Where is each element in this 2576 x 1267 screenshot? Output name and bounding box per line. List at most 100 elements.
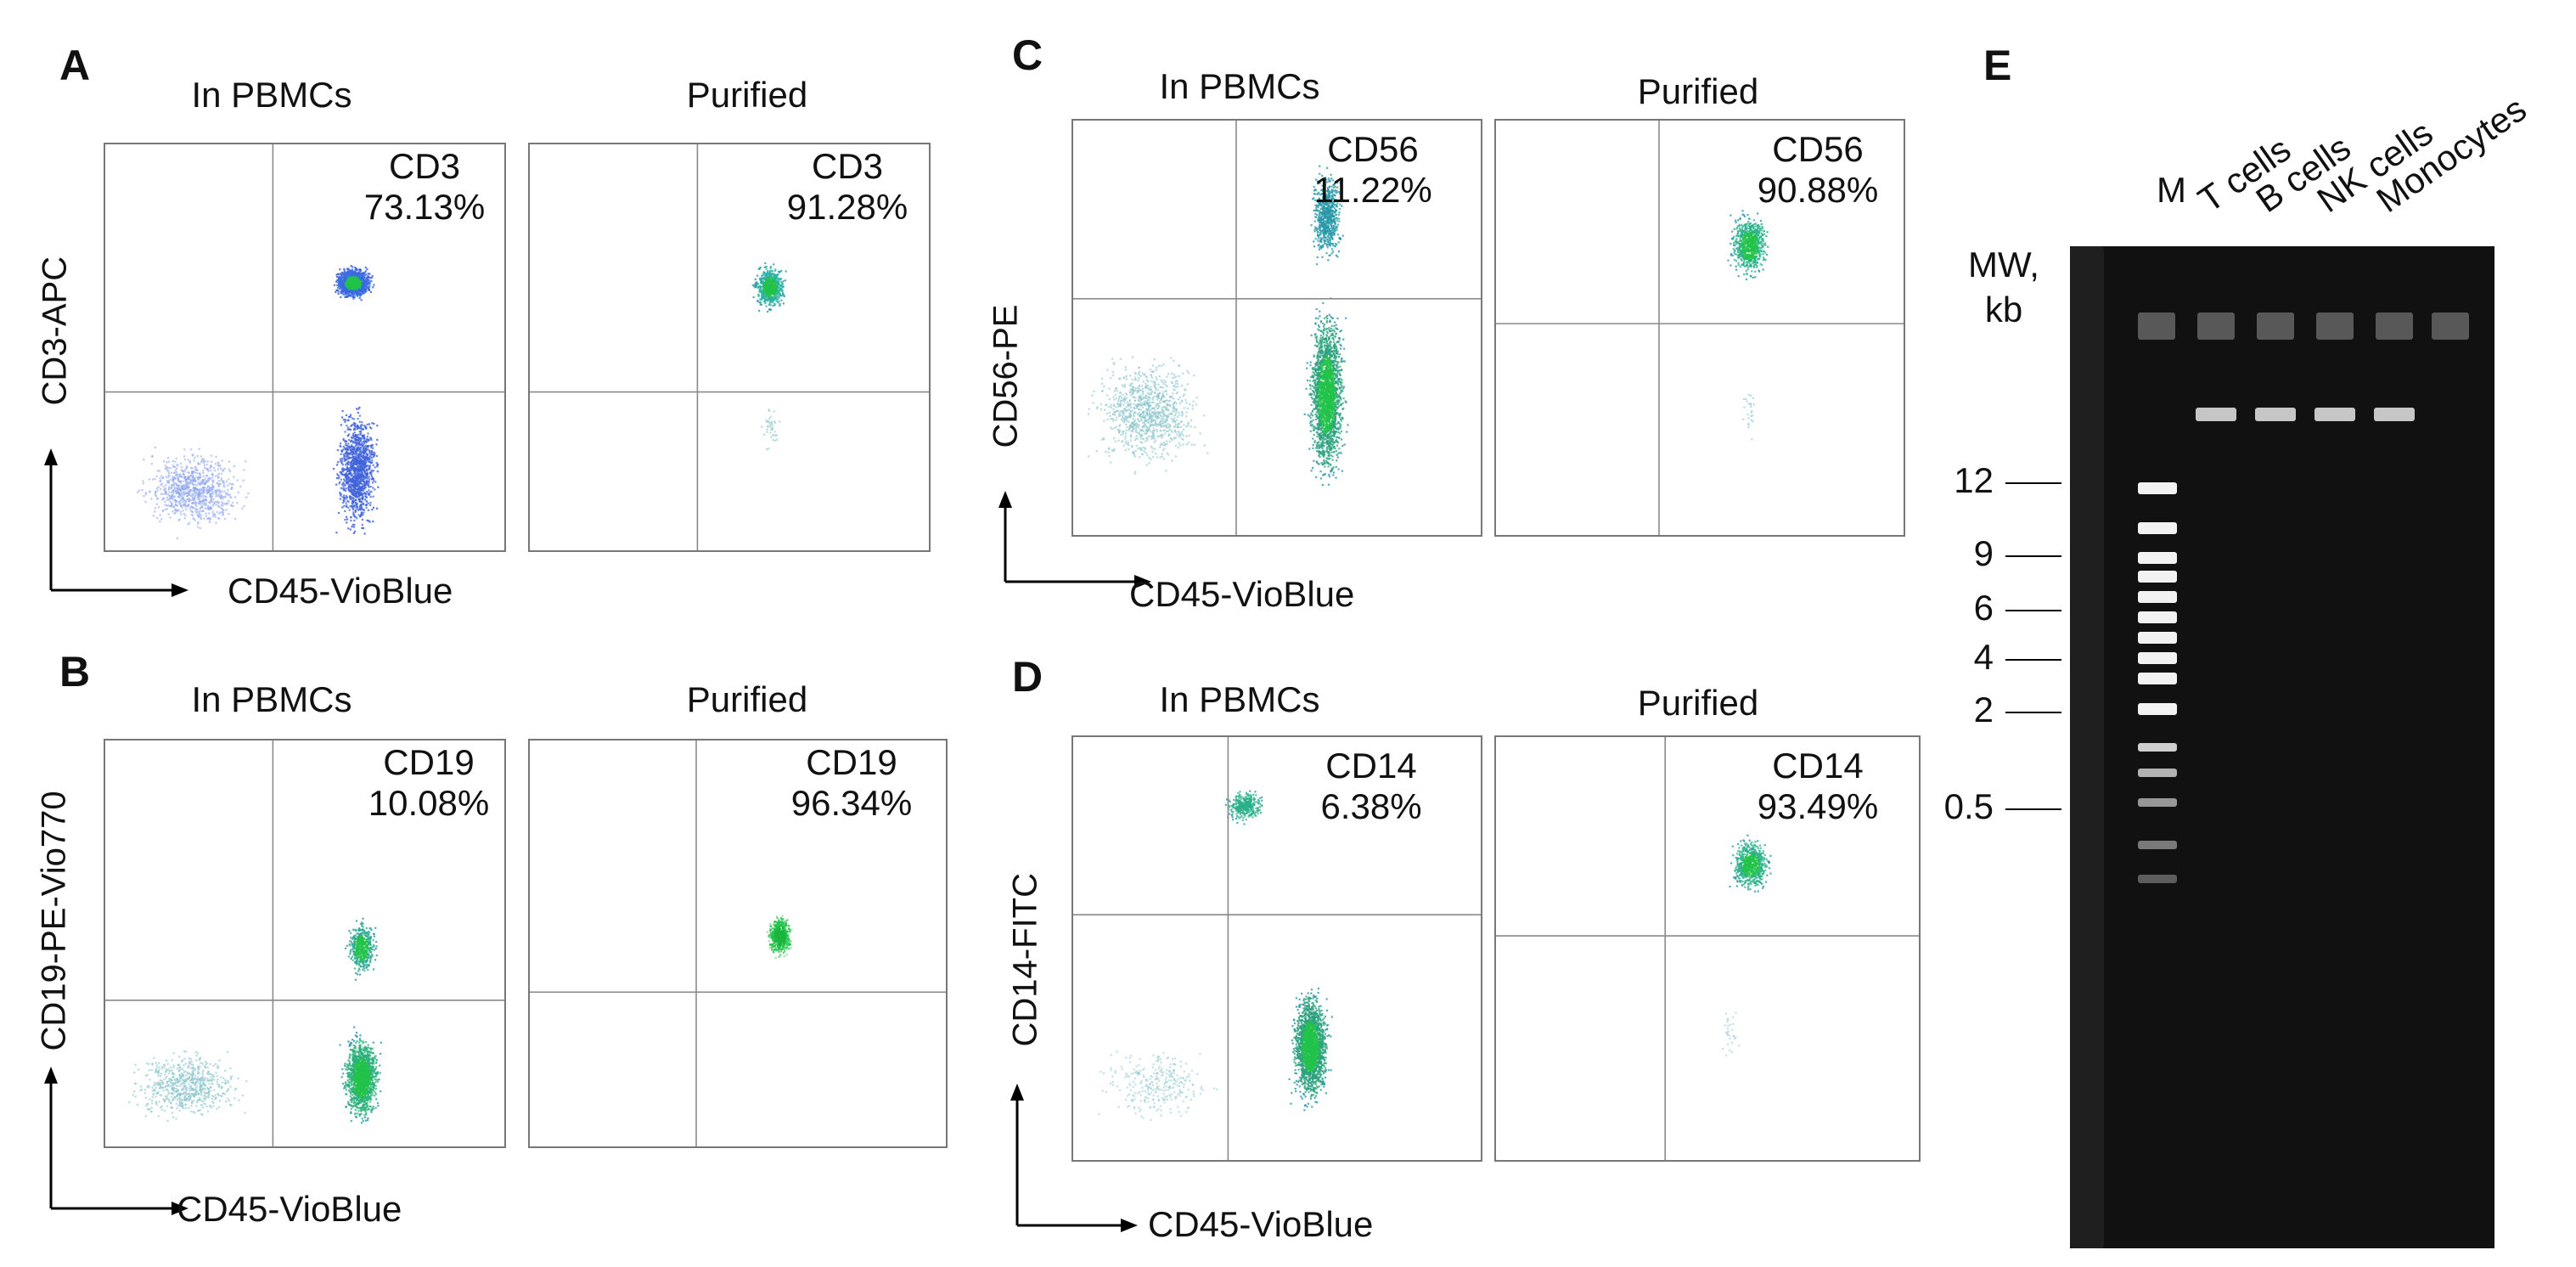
gate-percent: 91.28% [786,187,908,228]
panel-letter-d: D [1012,653,1043,701]
ladder-band [2138,743,2177,752]
gel-well [2432,313,2469,340]
dot-cloud [105,144,504,550]
gate-marker: CD3 [811,146,884,186]
panel-b-y-axis-label: CD19-PE-Vio770 [35,791,73,1051]
ladder-band [2138,798,2177,807]
gate-marker: CD19 [383,742,475,782]
gate-percent: 73.13% [363,187,486,228]
panel-a-purified-gate-label: CD3 91.28% [779,146,915,228]
ladder-band [2138,482,2177,494]
panel-d-left-title: In PBMCs [1159,679,1320,719]
panel-b-axis-arrows [44,1067,188,1215]
panel-b-pbmc-gate-label: CD19 10.08% [357,742,501,825]
panel-c-pbmc-dotplot [1071,119,1482,537]
panel-b-left-title: In PBMCs [191,679,352,719]
panel-a-y-axis-label: CD3-APC [36,256,74,406]
panel-d-purified-dotplot [1494,735,1921,1162]
ladder-band [2138,703,2177,715]
mw-mark-label: 2 [1973,690,1994,729]
gate-percent: 11.22% [1313,170,1432,211]
mw-header-line-1: MW, [1968,245,2039,284]
mw-mark-tick [2005,555,2061,557]
gate-marker: CD56 [1327,129,1419,169]
mw-header-line-2: kb [1984,289,2023,329]
panel-letter-b: B [59,648,91,695]
gate-percent: 96.34% [790,783,913,824]
gate-marker: CD19 [806,742,897,782]
panel-c-purified-dotplot [1494,119,1905,537]
mw-header: MW, kb [1961,243,2046,332]
ladder-band [2138,571,2177,583]
gate-marker: CD3 [388,146,461,186]
gel-well [2316,313,2354,340]
gate-marker: CD56 [1772,129,1864,169]
gel-bands [2070,246,2469,1248]
panel-c-x-axis-label: CD45-VioBlue [1129,574,1355,614]
panel-a-left-title: In PBMCs [191,75,352,115]
lane-label-m: M [2157,170,2186,210]
panel-c-axis-arrows [998,491,1151,588]
mw-mark-label: 6 [1973,588,1994,628]
dot-cloud [1073,121,1481,535]
mw-mark-label: 12 [1954,460,1994,500]
ladder-band [2138,522,2177,534]
panel-d-y-axis-label: CD14-FITC [1006,873,1044,1047]
ladder-band [2138,875,2177,883]
panel-c-right-title: Purified [1637,71,1759,111]
panel-d-purified-gate-label: CD14 93.49% [1746,746,1890,828]
genomic-dna-band [2255,408,2296,421]
mw-mark-tick [2005,482,2061,484]
panel-c-y-axis-label: CD56-PE [987,304,1025,448]
dot-cloud [1496,737,1919,1160]
panel-a-pbmc-dotplot [104,143,506,552]
ladder-band [2138,552,2177,564]
mw-mark-tick [2005,610,2061,611]
gate-percent: 93.49% [1757,786,1879,827]
ladder-band [2138,632,2177,644]
panel-d-x-axis-label: CD45-VioBlue [1148,1204,1374,1244]
dot-cloud [105,740,504,1146]
ladder-band [2138,591,2177,603]
panel-a-purified-dotplot [528,143,931,552]
gate-percent: 10.08% [368,783,490,824]
panel-c-purified-gate-label: CD56 90.88% [1746,129,1890,211]
panel-c-pbmc-gate-label: CD56 11.22% [1301,129,1445,211]
panel-d-right-title: Purified [1637,683,1759,723]
panel-letter-e: E [1983,42,2012,89]
panel-b-purified-dotplot [528,739,948,1148]
genomic-dna-band [2374,408,2415,421]
dot-cloud [1496,121,1904,535]
panel-a-axis-arrows [44,448,188,597]
mw-mark-tick [2005,659,2061,661]
panel-a-right-title: Purified [686,75,808,115]
gate-percent: 90.88% [1757,170,1879,211]
panel-c-left-title: In PBMCs [1159,66,1320,106]
ladder-band [2138,673,2177,684]
panel-letter-a: A [59,42,91,89]
dot-cloud [1073,737,1481,1160]
gel-left-edge [2070,246,2104,1248]
genomic-dna-band [2314,408,2355,421]
dot-cloud [530,740,946,1146]
ladder-band [2138,611,2177,623]
panel-b-pbmc-dotplot [104,739,506,1148]
gel-well [2197,313,2235,340]
ladder-band [2138,652,2177,664]
mw-mark-tick [2005,712,2061,713]
gel-well [2376,313,2413,340]
ladder-band [2138,841,2177,849]
gate-percent: 6.38% [1320,786,1422,827]
panel-b-right-title: Purified [686,679,808,719]
panel-b-purified-gate-label: CD19 96.34% [779,742,924,825]
agarose-gel-image [2070,246,2494,1248]
ladder-band [2138,769,2177,777]
genomic-dna-band [2196,408,2236,421]
panel-letter-c: C [1012,31,1043,79]
dot-cloud [530,144,929,550]
mw-mark-tick [2005,808,2061,810]
panel-d-axis-arrows [1010,1084,1138,1232]
panel-d-pbmc-dotplot [1071,735,1482,1162]
mw-mark-label: 0.5 [1943,786,1994,826]
gate-marker: CD14 [1772,746,1864,786]
